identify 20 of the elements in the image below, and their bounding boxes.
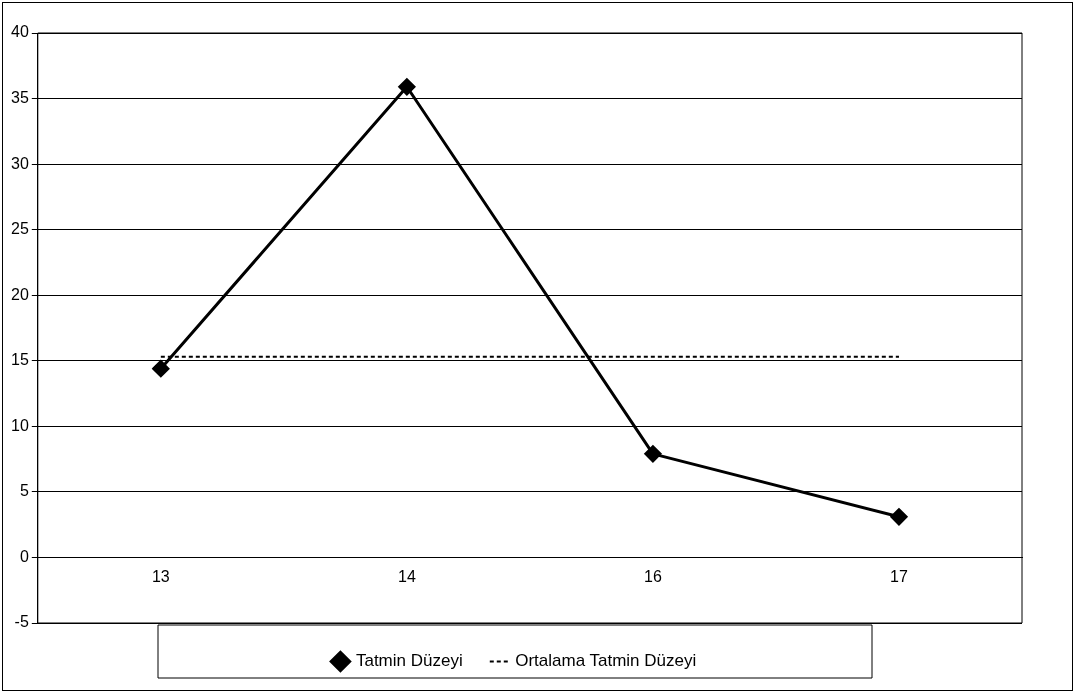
y-tick-label: 35 — [11, 88, 29, 106]
x-tick-label: 17 — [890, 568, 908, 586]
legend-label: Ortalama Tatmin Düzeyi — [515, 651, 697, 671]
y-tick-label: 10 — [11, 416, 29, 434]
x-tick-label: 14 — [397, 568, 416, 586]
point — [890, 508, 908, 526]
y-tick-label: 20 — [11, 285, 29, 303]
y-tick-label: 5 — [19, 482, 29, 500]
y-tick-label: 15 — [11, 351, 29, 369]
y-tick-label: -5 — [14, 613, 29, 631]
point — [152, 360, 170, 378]
point — [398, 78, 416, 96]
y-tick-label: 40 — [11, 23, 29, 41]
y-tick-label: 25 — [11, 220, 29, 238]
x-tick-label: 13 — [151, 568, 170, 586]
x-tick-label: 16 — [644, 568, 662, 586]
y-tick-label: 0 — [19, 547, 29, 565]
point — [644, 445, 662, 463]
y-tick-label: 30 — [11, 154, 29, 172]
legend-label: Tatmin Düzeyi — [355, 651, 463, 671]
